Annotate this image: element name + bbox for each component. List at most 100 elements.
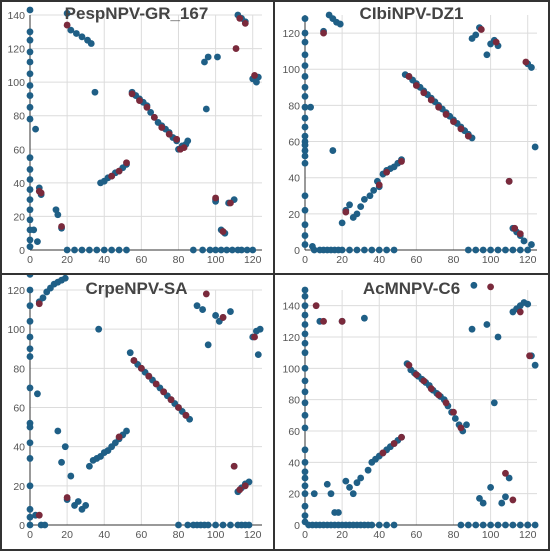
data-point-blue bbox=[301, 152, 309, 160]
data-point-blue bbox=[301, 458, 309, 466]
y-tick-label: 140 bbox=[7, 10, 25, 22]
data-point-red bbox=[522, 58, 530, 66]
x-tick-label: 80 bbox=[173, 529, 185, 541]
y-tick-label: 20 bbox=[288, 209, 300, 221]
data-point-red bbox=[232, 45, 240, 52]
data-point-red bbox=[219, 314, 227, 321]
data-point-blue bbox=[217, 246, 225, 254]
data-point-blue bbox=[346, 246, 353, 254]
data-point-blue bbox=[212, 521, 220, 529]
data-point-blue bbox=[227, 521, 234, 529]
data-point-blue bbox=[531, 361, 539, 369]
x-tick-label: 120 bbox=[244, 254, 262, 266]
data-point-red bbox=[405, 73, 413, 80]
data-point-red bbox=[516, 230, 524, 238]
x-tick-label: 20 bbox=[336, 254, 348, 266]
data-point-blue bbox=[310, 490, 318, 498]
data-point-blue bbox=[479, 246, 487, 254]
data-point-red bbox=[150, 113, 158, 121]
data-point-blue bbox=[26, 317, 34, 325]
data-point-red bbox=[152, 380, 160, 388]
y-tick-label: 0 bbox=[294, 520, 300, 532]
data-point-blue bbox=[26, 384, 34, 392]
data-point-red bbox=[35, 511, 43, 519]
data-point-blue bbox=[301, 51, 309, 59]
data-point-blue bbox=[494, 333, 502, 341]
data-point-red bbox=[35, 300, 43, 308]
data-point-red bbox=[167, 396, 175, 404]
data-point-red bbox=[165, 130, 173, 138]
y-tick-label: 20 bbox=[13, 211, 25, 223]
y-tick-label: 120 bbox=[7, 285, 25, 297]
data-point-blue bbox=[115, 246, 123, 254]
data-point-blue bbox=[301, 221, 309, 229]
data-point-blue bbox=[483, 321, 491, 328]
data-point-blue bbox=[26, 423, 34, 431]
x-tick-label: 40 bbox=[98, 254, 110, 266]
data-point-blue bbox=[301, 62, 309, 70]
data-point-blue bbox=[32, 125, 39, 133]
x-tick-label: 40 bbox=[373, 254, 385, 266]
data-point-blue bbox=[375, 521, 383, 529]
data-point-red bbox=[236, 486, 244, 494]
x-tick-label: 100 bbox=[482, 529, 500, 541]
data-point-red bbox=[173, 135, 181, 143]
x-tick-label: 60 bbox=[411, 529, 423, 541]
data-point-blue bbox=[505, 474, 513, 482]
x-tick-label: 20 bbox=[61, 254, 73, 266]
data-point-blue bbox=[301, 83, 309, 91]
data-point-blue bbox=[301, 38, 309, 46]
data-point-red bbox=[320, 317, 327, 325]
data-point-blue bbox=[301, 132, 309, 140]
data-point-blue bbox=[82, 502, 90, 509]
data-point-blue bbox=[335, 509, 342, 516]
data-point-red bbox=[251, 72, 258, 79]
chart-title: AcMNPV-C6 bbox=[362, 279, 461, 298]
data-point-blue bbox=[26, 70, 34, 78]
data-point-blue bbox=[301, 147, 309, 154]
data-point-blue bbox=[301, 502, 309, 510]
y-tick-label: 100 bbox=[282, 363, 300, 375]
data-point-blue bbox=[528, 64, 535, 71]
data-point-blue bbox=[204, 521, 212, 529]
x-tick-label: 0 bbox=[27, 254, 33, 266]
data-point-blue bbox=[26, 353, 34, 360]
data-point-blue bbox=[342, 477, 350, 485]
data-point-red bbox=[143, 103, 151, 111]
chart-title: CrpeNPV-SA bbox=[85, 279, 188, 298]
data-point-blue bbox=[206, 246, 214, 254]
data-point-blue bbox=[366, 192, 374, 200]
data-point-red bbox=[509, 496, 517, 504]
data-point-blue bbox=[498, 499, 506, 507]
data-point-blue bbox=[490, 399, 498, 407]
y-tick-label: 20 bbox=[288, 489, 300, 501]
data-point-red bbox=[241, 19, 249, 27]
data-point-blue bbox=[26, 186, 34, 193]
y-tick-label: 100 bbox=[7, 324, 25, 336]
data-point-blue bbox=[26, 206, 34, 214]
y-tick-label: 40 bbox=[288, 173, 300, 185]
data-point-red bbox=[379, 449, 387, 457]
x-tick-label: 100 bbox=[207, 254, 225, 266]
x-tick-label: 100 bbox=[207, 529, 225, 541]
data-point-blue bbox=[254, 351, 262, 359]
data-point-blue bbox=[199, 246, 207, 254]
data-point-red bbox=[435, 103, 443, 111]
data-point-blue bbox=[228, 246, 236, 254]
data-point-blue bbox=[26, 333, 34, 341]
data-point-blue bbox=[202, 105, 210, 113]
data-point-blue bbox=[464, 521, 472, 529]
data-point-blue bbox=[524, 521, 532, 529]
data-point-red bbox=[375, 181, 383, 189]
data-point-blue bbox=[91, 88, 99, 96]
data-point-red bbox=[123, 159, 130, 167]
data-point-red bbox=[251, 333, 258, 341]
x-tick-label: 120 bbox=[244, 529, 262, 541]
data-point-blue bbox=[41, 521, 49, 529]
data-point-red bbox=[63, 494, 71, 501]
data-point-red bbox=[182, 411, 190, 419]
data-point-blue bbox=[301, 388, 309, 396]
y-tick-label: 120 bbox=[7, 44, 25, 56]
data-point-blue bbox=[189, 246, 197, 254]
data-point-blue bbox=[494, 521, 502, 529]
